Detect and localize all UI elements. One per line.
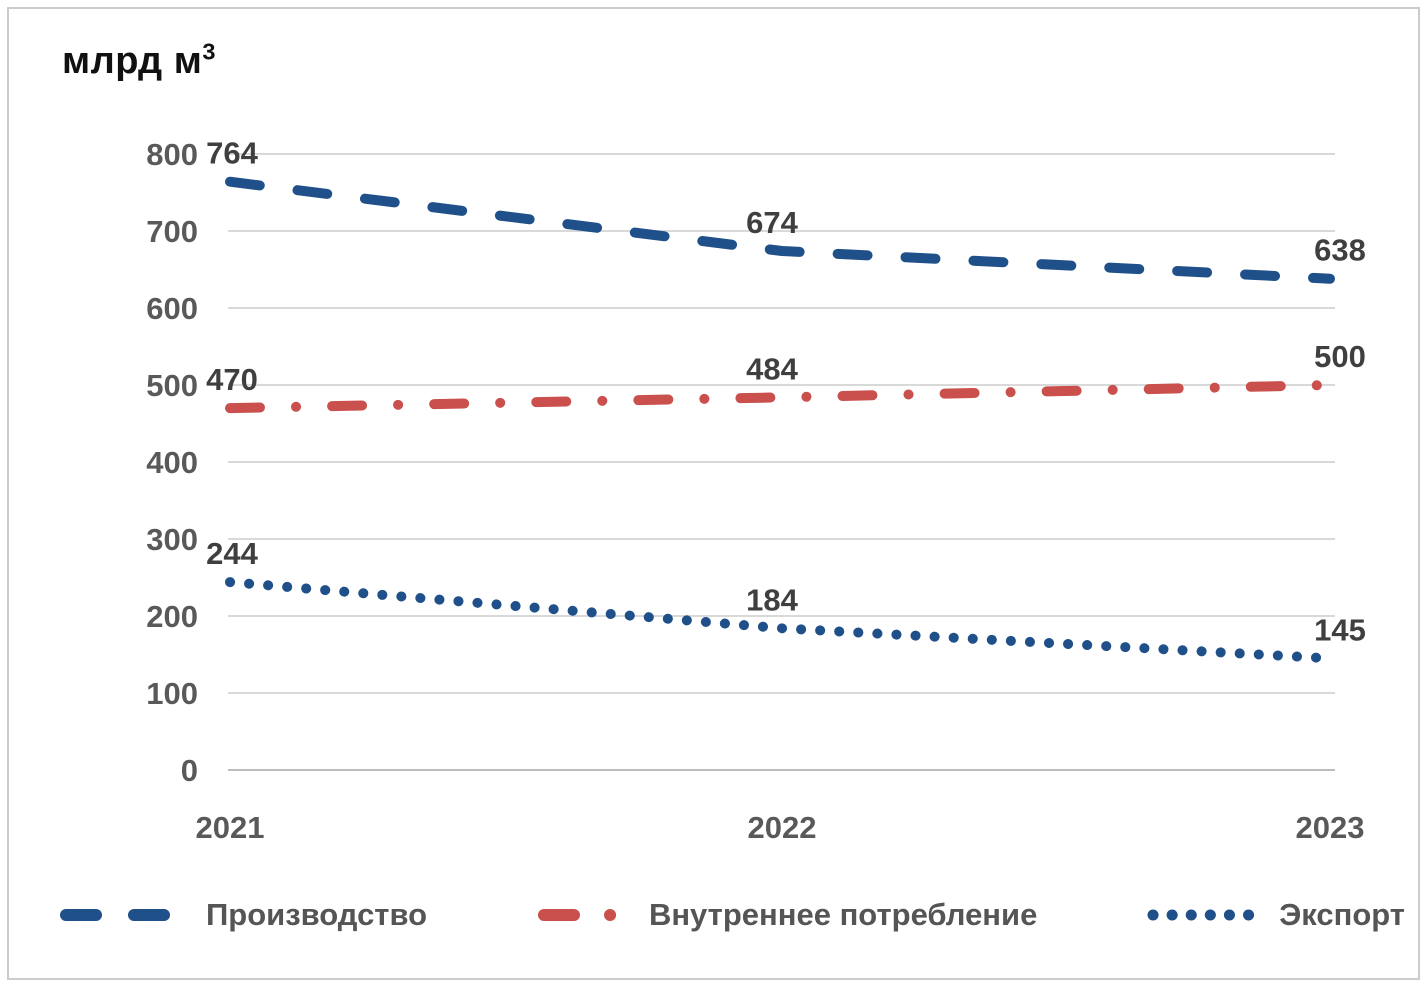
legend-label-export: Экспорт	[1279, 897, 1405, 932]
series-line-1	[225, 176, 1335, 284]
data-label: 764	[206, 136, 258, 171]
x-axis-tick-label: 2023	[1296, 810, 1365, 845]
data-label: 145	[1314, 612, 1366, 647]
y-axis-tick-label: 200	[146, 599, 198, 634]
data-label: 184	[746, 582, 798, 617]
series-line-2	[225, 380, 1335, 414]
chart-title: млрд м3	[62, 40, 216, 83]
chart-title-text: млрд м	[62, 40, 203, 82]
legend-item-export: Экспорт	[1146, 897, 1405, 933]
consumption-dash-dot-line-sample	[537, 909, 634, 921]
export-dotted-line-sample	[1147, 909, 1266, 921]
y-axis-tick-label: 800	[146, 137, 198, 172]
y-axis-tick-label: 100	[146, 676, 198, 711]
y-axis-tick-label: 500	[146, 368, 198, 403]
y-axis-tick-label: 0	[181, 753, 198, 788]
legend-label-consumption: Внутреннее потребление	[648, 897, 1038, 932]
x-axis-tick-label: 2022	[748, 810, 817, 845]
data-label: 244	[206, 536, 258, 571]
legend-item-production: Производство	[58, 897, 427, 933]
data-label: 638	[1314, 233, 1366, 268]
data-label: 484	[746, 351, 798, 386]
y-axis-tick-label: 300	[146, 522, 198, 557]
y-axis-tick-label: 600	[146, 291, 198, 326]
series-line-3	[225, 577, 1335, 664]
production-dashed-line-sample	[60, 909, 191, 921]
data-label: 500	[1314, 339, 1366, 374]
data-label: 674	[746, 205, 798, 240]
plot-area: 0 100 200 300 400 500 600 700 800 2021 2022 2023 764…	[146, 136, 1366, 845]
x-axis-tick-label: 2021	[196, 810, 265, 845]
legend-label-production: Производство	[206, 897, 428, 932]
chart-title-superscript: 3	[202, 38, 216, 65]
legend-item-consumption: Внутреннее потребление	[536, 897, 1037, 933]
data-label: 470	[206, 362, 258, 397]
y-axis-tick-label: 400	[146, 445, 198, 480]
y-axis-tick-label: 700	[146, 214, 198, 249]
legend: Производство Внутреннее потребление Эксп…	[58, 882, 1405, 948]
